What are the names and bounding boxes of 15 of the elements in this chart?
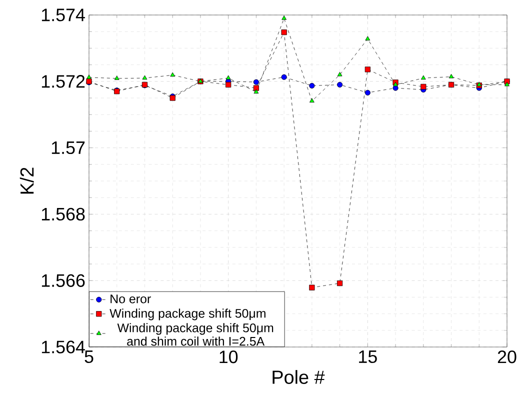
legend-label: Winding package shift 50μm — [110, 308, 266, 320]
y-tick-label: 1.566 — [42, 274, 85, 287]
x-tick-label: 15 — [359, 350, 377, 364]
y-axis-title: K/2 — [20, 168, 34, 194]
x-tick-label: 10 — [220, 350, 238, 364]
y-tick-label: 1.574 — [42, 8, 85, 22]
y-tick-label: 1.564 — [42, 340, 85, 354]
y-tick-label: 1.568 — [42, 208, 85, 221]
y-tick-label: 1.572 — [42, 75, 85, 88]
legend-label: Winding package shift 50μm and shim coil with I=2.5A — [117, 323, 274, 346]
x-axis-title: Pole # — [272, 370, 325, 384]
y-tick-label: 1.57 — [52, 142, 85, 154]
x-tick-label: 5 — [84, 350, 94, 364]
x-tick-label: 20 — [498, 350, 516, 364]
legend-label: No eror — [110, 294, 151, 304]
